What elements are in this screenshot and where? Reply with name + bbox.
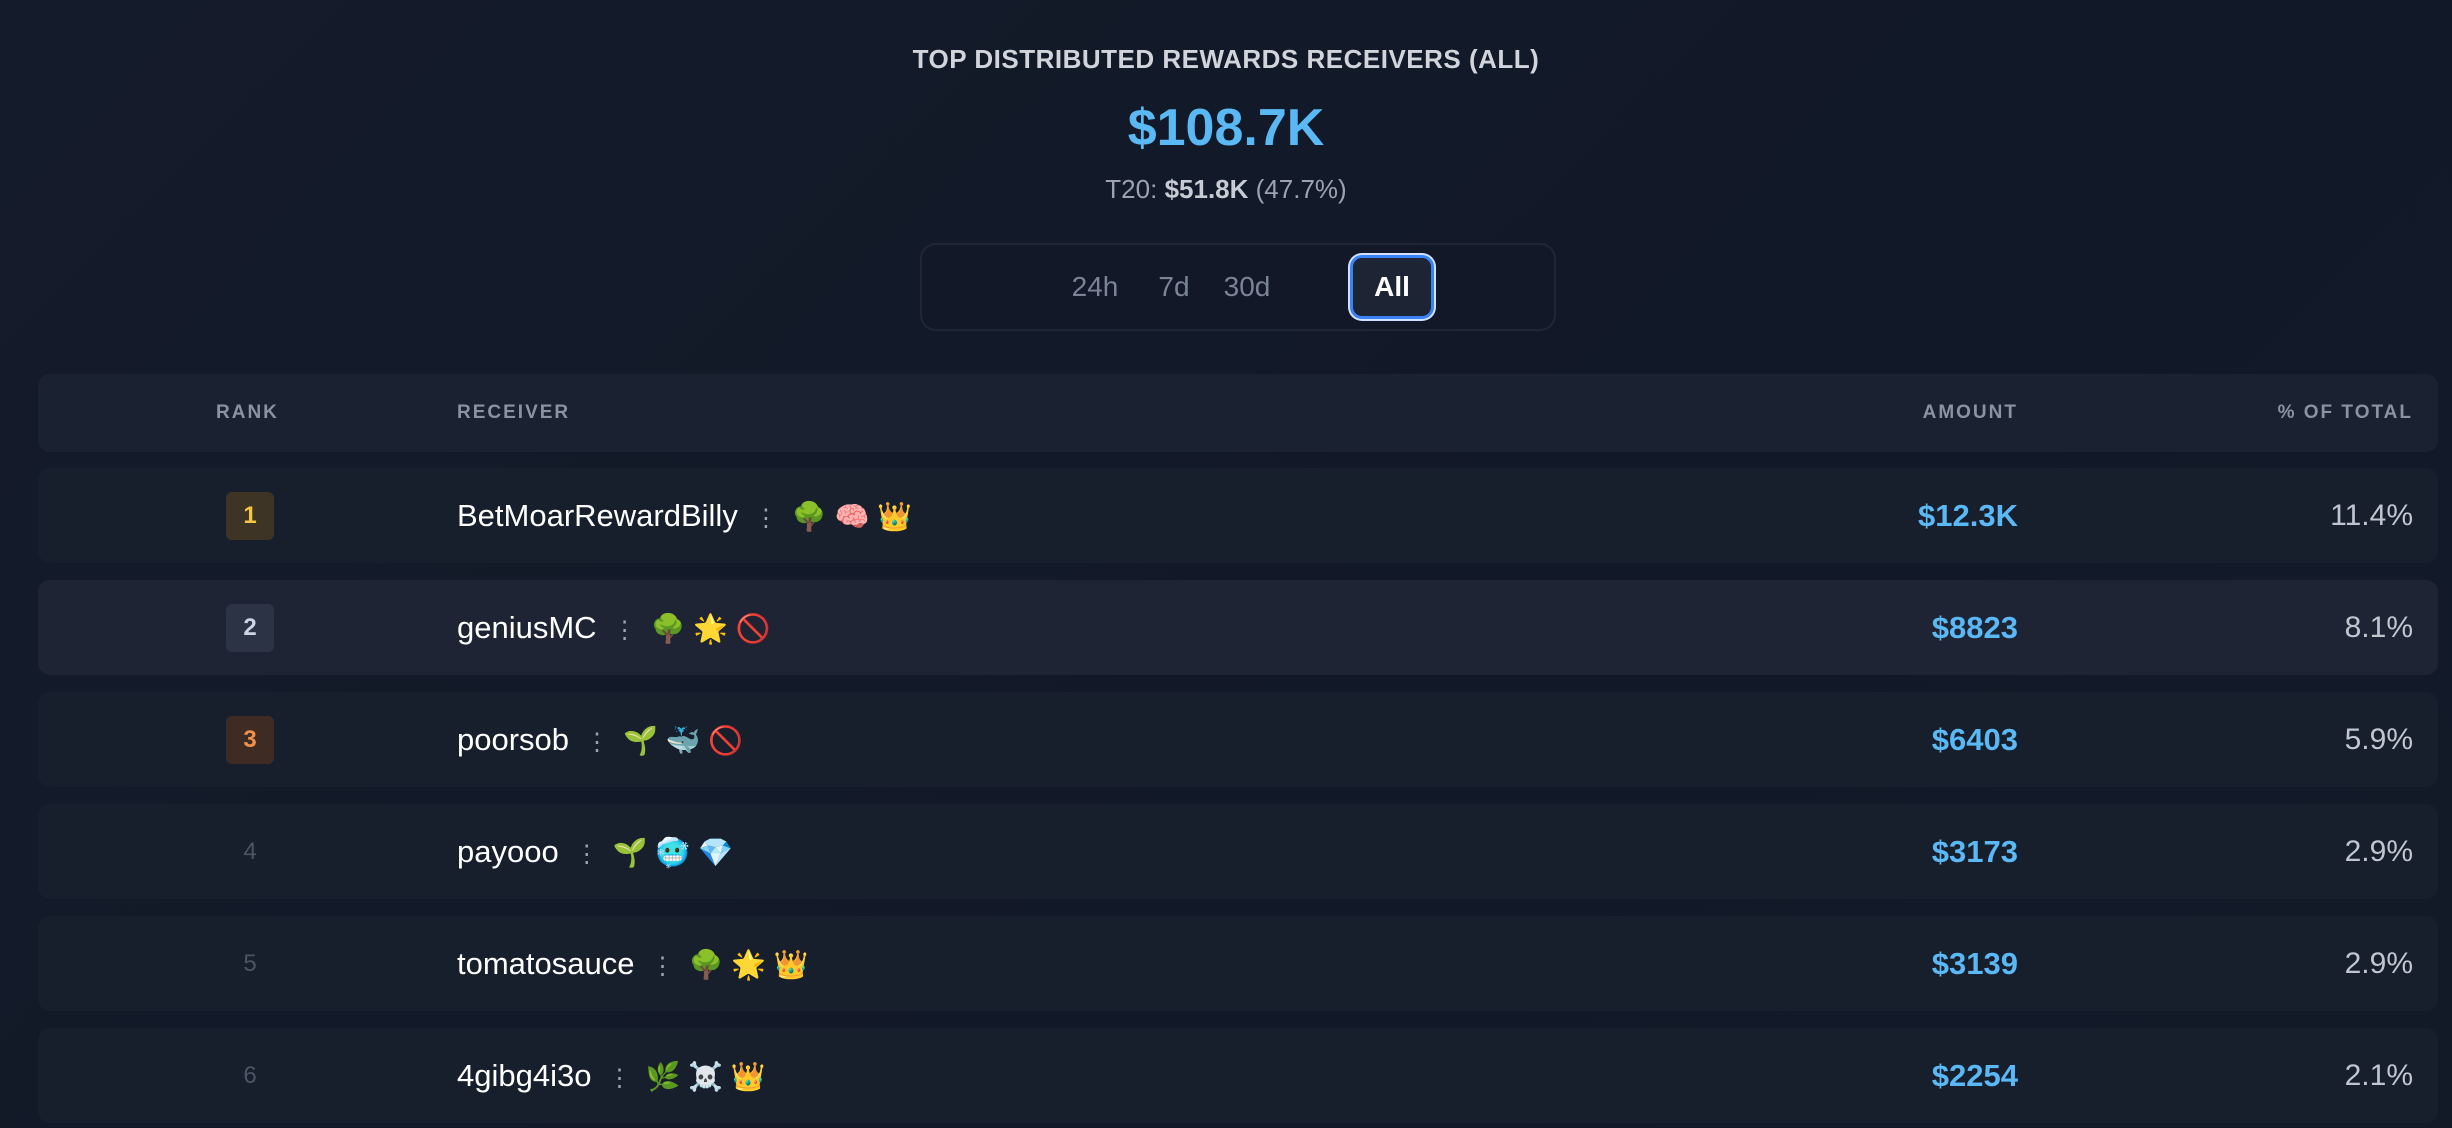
- badge-emojis: 🌳 🌟 👑: [688, 949, 809, 980]
- rank-badge: 1: [226, 492, 274, 540]
- percent-of-total: 2.1%: [2344, 1059, 2413, 1092]
- receiver-name[interactable]: geniusMC: [457, 610, 597, 645]
- tab-7d[interactable]: 7d: [1158, 271, 1190, 302]
- receiver-cell: BetMoarRewardBilly ⋮ 🌳 🧠 👑: [457, 468, 918, 566]
- receiver-cell: tomatosauce ⋮ 🌳 🌟 👑: [457, 916, 815, 1014]
- percent-of-total: 11.4%: [2330, 499, 2413, 532]
- table-header: RANK RECEIVER AMOUNT % OF TOTAL: [38, 374, 2438, 452]
- percent-of-total: 5.9%: [2344, 723, 2413, 756]
- page-title: TOP DISTRIBUTED REWARDS RECEIVERS (ALL): [912, 44, 1540, 74]
- rank-badge: 2: [226, 604, 274, 652]
- receiver-cell: 4gibg4i3o ⋮ 🌿 ☠️ 👑: [457, 1028, 772, 1126]
- more-options-icon[interactable]: ⋮: [650, 953, 675, 980]
- table-row[interactable]: 1 BetMoarRewardBilly ⋮ 🌳 🧠 👑 $12.3K 11.4%: [38, 468, 2438, 563]
- receiver-cell: payooo ⋮ 🌱 🥶 💎: [457, 804, 739, 902]
- t20-pct: (47.7%): [1255, 174, 1347, 204]
- receiver-name[interactable]: tomatosauce: [457, 946, 635, 981]
- amount: $6403: [1931, 722, 2018, 757]
- more-options-icon[interactable]: ⋮: [574, 841, 599, 868]
- tab-all[interactable]: All: [1350, 255, 1434, 319]
- receiver-cell: poorsob ⋮ 🌱 🐳 🚫: [457, 692, 749, 790]
- more-options-icon[interactable]: ⋮: [612, 617, 637, 644]
- badge-emojis: 🌳 🌟 🚫: [650, 613, 771, 644]
- t20-label: T20:: [1105, 174, 1158, 204]
- badge-emojis: 🌱 🥶 💎: [612, 837, 733, 868]
- badge-emojis: 🌿 ☠️ 👑: [645, 1061, 766, 1092]
- rank-badge: 4: [243, 838, 257, 865]
- col-receiver: RECEIVER: [457, 402, 571, 423]
- amount: $2254: [1931, 1058, 2018, 1093]
- receiver-name[interactable]: BetMoarRewardBilly: [457, 498, 738, 533]
- table-row[interactable]: 6 4gibg4i3o ⋮ 🌿 ☠️ 👑 $2254 2.1%: [38, 1028, 2438, 1123]
- col-amount: AMOUNT: [1922, 402, 2018, 423]
- col-rank: RANK: [216, 402, 279, 423]
- more-options-icon[interactable]: ⋮: [607, 1065, 632, 1092]
- amount: $12.3K: [1918, 498, 2018, 533]
- table-row[interactable]: 2 geniusMC ⋮ 🌳 🌟 🚫 $8823 8.1%: [38, 580, 2438, 675]
- receiver-name[interactable]: 4gibg4i3o: [457, 1058, 592, 1093]
- percent-of-total: 2.9%: [2344, 947, 2413, 980]
- percent-of-total: 2.9%: [2344, 835, 2413, 868]
- receiver-cell: geniusMC ⋮ 🌳 🌟 🚫: [457, 580, 777, 678]
- rank-badge: 3: [226, 716, 274, 764]
- rank-badge: 6: [243, 1062, 257, 1089]
- table-row[interactable]: 5 tomatosauce ⋮ 🌳 🌟 👑 $3139 2.9%: [38, 916, 2438, 1011]
- period-tabs: 24h 7d 30d All: [920, 243, 1556, 331]
- receiver-name[interactable]: poorsob: [457, 722, 570, 757]
- receiver-name[interactable]: payooo: [457, 834, 559, 869]
- badge-emojis: 🌳 🧠 👑: [791, 501, 912, 532]
- amount: $3139: [1931, 946, 2018, 981]
- t20-summary: T20: $51.8K (47.7%): [0, 174, 2452, 205]
- rank-badge: 5: [243, 950, 257, 977]
- table-row[interactable]: 4 payooo ⋮ 🌱 🥶 💎 $3173 2.9%: [38, 804, 2438, 899]
- amount: $8823: [1931, 610, 2018, 645]
- tab-24h[interactable]: 24h: [1071, 271, 1119, 302]
- more-options-icon[interactable]: ⋮: [753, 505, 778, 532]
- percent-of-total: 8.1%: [2344, 611, 2413, 644]
- table-row[interactable]: 3 poorsob ⋮ 🌱 🐳 🚫 $6403 5.9%: [38, 692, 2438, 787]
- t20-value: $51.8K: [1164, 174, 1249, 204]
- col-pct: % OF TOTAL: [2277, 402, 2413, 423]
- badge-emojis: 🌱 🐳 🚫: [623, 725, 744, 756]
- amount: $3173: [1931, 834, 2018, 869]
- more-options-icon[interactable]: ⋮: [585, 729, 610, 756]
- total-amount: $108.7K: [1127, 99, 1325, 157]
- tab-30d[interactable]: 30d: [1223, 271, 1271, 302]
